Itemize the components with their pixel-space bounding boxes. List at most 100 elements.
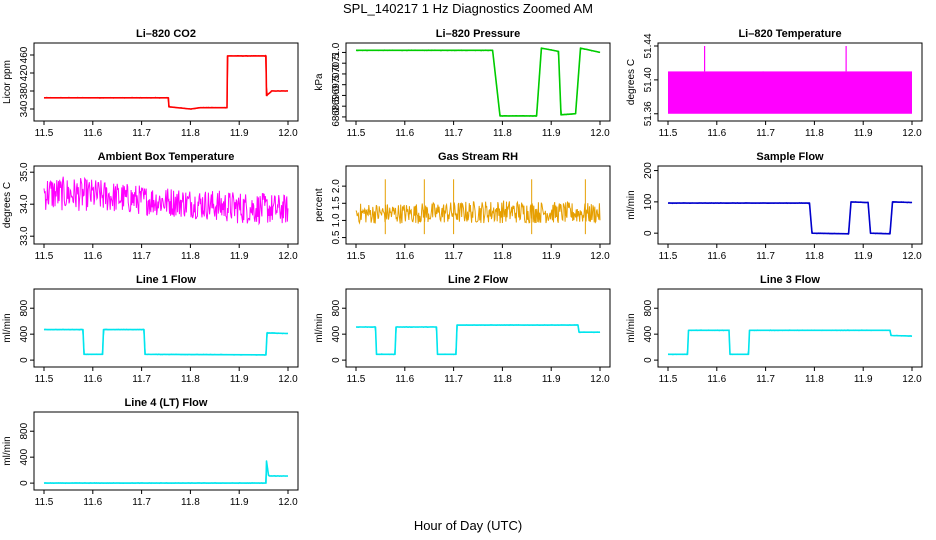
x-tick-label: 11.5 <box>347 128 366 139</box>
x-tick-label: 11.9 <box>542 128 561 139</box>
x-tick-label: 11.7 <box>132 128 151 139</box>
panel-title: Sample Flow <box>756 151 824 163</box>
y-tick-label: 400 <box>331 325 342 342</box>
x-tick-label: 12.0 <box>902 374 922 385</box>
y-axis-label: ml/min <box>2 436 13 465</box>
panel-title: Li–820 CO2 <box>136 28 196 40</box>
y-tick-label: 400 <box>19 448 30 465</box>
series-line <box>43 176 289 226</box>
x-tick-label: 11.6 <box>707 251 726 262</box>
x-tick-label: 11.6 <box>395 374 414 385</box>
x-tick-label: 11.6 <box>83 374 102 385</box>
y-axis-label: Licor ppm <box>2 60 13 104</box>
y-tick-label: 800 <box>643 299 654 316</box>
x-tick-label: 11.7 <box>756 374 775 385</box>
series-line <box>44 55 288 110</box>
y-axis-label: percent <box>314 188 325 222</box>
series-noise <box>355 47 601 117</box>
series-line <box>356 47 601 117</box>
x-tick-label: 12.0 <box>590 128 610 139</box>
x-tick-label: 11.6 <box>707 374 726 385</box>
x-tick-label: 12.0 <box>590 251 610 262</box>
series-line <box>355 200 601 225</box>
panel-title: Line 4 (LT) Flow <box>125 397 208 409</box>
series-noise <box>355 324 601 356</box>
x-tick-label: 11.6 <box>707 128 726 139</box>
y-axis-label: ml/min <box>2 313 13 342</box>
x-tick-label: 11.5 <box>35 497 54 508</box>
y-tick-label: 69.5 <box>331 75 342 95</box>
panel-title: Line 3 Flow <box>760 274 820 286</box>
x-tick-label: 11.9 <box>854 251 873 262</box>
y-tick-label: 2.0 <box>331 179 342 193</box>
plot-frame <box>657 42 923 122</box>
series-noise <box>43 328 289 356</box>
y-tick-label: 800 <box>19 422 30 439</box>
x-tick-label: 11.5 <box>659 374 678 385</box>
x-tick-label: 11.8 <box>181 128 200 139</box>
y-tick-label: 1.0 <box>331 213 342 227</box>
panel-line-4-lt-flow: Line 4 (LT) Flow 11.5 11.6 11.7 11.8 11.9 12.0… <box>2 397 299 508</box>
series-band <box>668 71 912 114</box>
y-tick-label: 0 <box>643 230 654 236</box>
x-tick-label: 11.7 <box>444 128 463 139</box>
x-tick-label: 11.9 <box>230 497 249 508</box>
panel-title: Line 2 Flow <box>448 274 508 286</box>
y-tick-label: 1.5 <box>331 196 342 210</box>
x-tick-label: 11.5 <box>347 374 366 385</box>
panel-li-820-co2: Li–820 CO2 11.5 11.6 11.7 11.8 11.9 12.0 340380… <box>2 28 299 139</box>
x-tick-label: 11.8 <box>493 374 512 385</box>
x-tick-label: 12.0 <box>902 251 922 262</box>
plot-frame <box>33 42 299 122</box>
x-tick-label: 11.5 <box>659 251 678 262</box>
panel-title: Li–820 Temperature <box>738 28 841 40</box>
panel-title: Line 1 Flow <box>136 274 196 286</box>
y-axis-label: kPa <box>314 73 325 91</box>
x-tick-label: 11.8 <box>493 128 512 139</box>
y-axis-label: ml/min <box>626 313 637 342</box>
x-tick-label: 12.0 <box>902 128 922 139</box>
figure-x-axis-label: Hour of Day (UTC) <box>414 518 522 533</box>
y-tick-label: 69.0 <box>331 85 342 105</box>
plot-frame <box>345 42 611 122</box>
panel-line-2-flow: Line 2 Flow 11.5 11.6 11.7 11.8 11.9 12.0 0 400 8… <box>314 274 611 385</box>
x-tick-label: 12.0 <box>590 374 610 385</box>
y-tick-label: 68.5 <box>331 96 342 116</box>
x-tick-label: 11.5 <box>35 128 54 139</box>
x-tick-label: 11.8 <box>805 374 824 385</box>
y-tick-label: 0.5 <box>331 230 342 244</box>
x-tick-label: 11.8 <box>805 128 824 139</box>
y-tick-label: 71.0 <box>331 42 342 62</box>
figure-title: SPL_140217 1 Hz Diagnostics Zoomed AM <box>343 1 593 16</box>
x-tick-label: 11.5 <box>35 374 54 385</box>
series-line <box>668 201 913 235</box>
panel-ambient-box-temperature: Ambient Box Temperature 11.5 11.6 11.7 11.8 1… <box>2 151 299 262</box>
x-tick-label: 11.7 <box>444 374 463 385</box>
plot-frame <box>657 165 923 245</box>
panel-line-3-flow: Line 3 Flow 11.5 11.6 11.7 11.8 11.9 12.0 0 400 8… <box>626 274 923 385</box>
y-tick-label: 200 <box>643 162 654 179</box>
y-tick-label: 0 <box>331 357 342 363</box>
y-tick-label: 460 <box>19 46 30 63</box>
x-tick-label: 11.6 <box>395 128 414 139</box>
series-line <box>44 460 288 484</box>
x-tick-label: 12.0 <box>278 128 298 139</box>
y-tick-label: 51.36 <box>643 101 654 126</box>
y-tick-label: 51.40 <box>643 67 654 92</box>
series-line <box>356 324 600 356</box>
panel-line-1-flow: Line 1 Flow 11.5 11.6 11.7 11.8 11.9 12.0 0 400 8… <box>2 274 299 385</box>
x-tick-label: 11.9 <box>854 374 873 385</box>
y-tick-label: 420 <box>19 64 30 81</box>
y-tick-label: 800 <box>19 299 30 316</box>
x-tick-label: 12.0 <box>278 374 298 385</box>
plot-frame <box>345 165 611 245</box>
plot-frame <box>33 411 299 491</box>
y-axis-label: ml/min <box>314 313 325 342</box>
series-line <box>668 329 913 356</box>
x-tick-label: 11.9 <box>542 251 561 262</box>
y-tick-label: 400 <box>643 325 654 342</box>
panel-gas-stream-rh: Gas Stream RH 11.5 11.6 11.7 11.8 11.9 12.0 0.5… <box>314 151 611 262</box>
x-tick-label: 11.6 <box>83 497 102 508</box>
y-tick-label: 0 <box>19 357 30 363</box>
x-tick-label: 11.6 <box>83 128 102 139</box>
